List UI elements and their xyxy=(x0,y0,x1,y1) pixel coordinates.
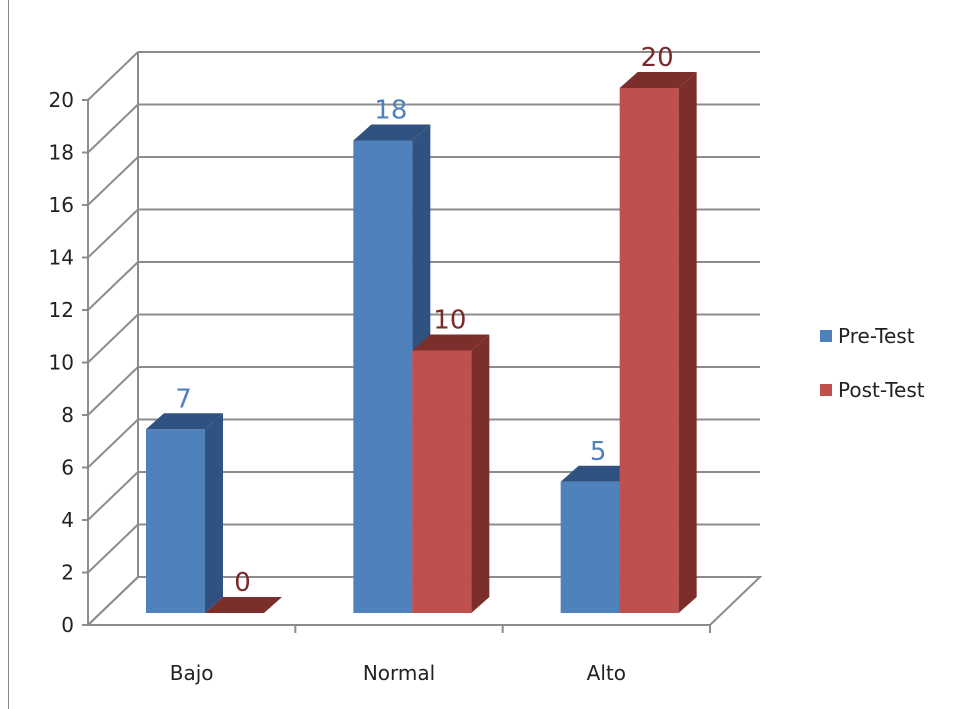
y-tick-label: 16 xyxy=(49,193,74,217)
y-tick-label: 18 xyxy=(49,141,74,165)
gridline-side xyxy=(87,366,139,416)
data-label-pre-test: 7 xyxy=(175,384,192,414)
bar-top-post-test xyxy=(412,334,490,351)
legend-label-pre-test: Pre-Test xyxy=(838,324,915,348)
y-tick-label: 0 xyxy=(61,613,74,637)
bar-pre-test xyxy=(560,481,620,613)
y-tick-label: 2 xyxy=(61,561,74,585)
bar-pre-test xyxy=(146,429,205,613)
bar-pre-test xyxy=(353,140,413,613)
data-label-post-test: 0 xyxy=(234,568,251,598)
bar-top-pre-test xyxy=(353,124,431,141)
category-label: Normal xyxy=(363,661,435,685)
data-label-pre-test: 5 xyxy=(590,437,607,467)
bar-top-pre-test xyxy=(560,465,638,482)
bar-post-test xyxy=(412,350,472,613)
bar-side-post-test xyxy=(471,334,490,613)
y-tick-label: 12 xyxy=(49,298,74,322)
data-label-post-test: 10 xyxy=(433,306,466,336)
y-tick-label: 6 xyxy=(61,456,74,480)
legend-item-pre-test: Pre-Test xyxy=(820,318,925,354)
legend-swatch-post-test xyxy=(820,384,832,396)
y-tick-label: 20 xyxy=(49,88,74,112)
bar-side-post-test xyxy=(678,72,697,613)
gridline-side xyxy=(87,523,139,574)
category-label: Alto xyxy=(587,661,626,685)
y-tick-label: 10 xyxy=(49,351,74,375)
frame-left-border xyxy=(8,0,9,709)
y-tick-label: 14 xyxy=(49,246,74,270)
legend-item-post-test: Post-Test xyxy=(820,372,925,408)
y-tick-label: 4 xyxy=(61,508,74,532)
gridline-side xyxy=(87,261,139,311)
bar-side-pre-test xyxy=(205,413,223,613)
gridline-side xyxy=(87,418,139,469)
bar-top-pre-test xyxy=(146,413,223,430)
gridline-side xyxy=(87,313,139,364)
gridline-side xyxy=(87,103,139,154)
category-label: Bajo xyxy=(170,661,214,685)
gridline-side xyxy=(87,51,139,101)
legend-swatch-pre-test xyxy=(820,330,832,342)
y-tick-label: 8 xyxy=(61,403,74,427)
bar-post-test xyxy=(619,88,679,613)
gridline-side xyxy=(87,471,139,521)
gridline-side xyxy=(87,156,139,206)
legend: Pre-Test Post-Test xyxy=(820,318,925,426)
bar-post-test xyxy=(205,597,282,613)
data-label-post-test: 20 xyxy=(641,43,674,73)
legend-label-post-test: Post-Test xyxy=(838,378,925,402)
gridline-side xyxy=(87,208,139,259)
data-label-pre-test: 18 xyxy=(374,96,407,126)
bar-top-post-test xyxy=(619,72,697,88)
